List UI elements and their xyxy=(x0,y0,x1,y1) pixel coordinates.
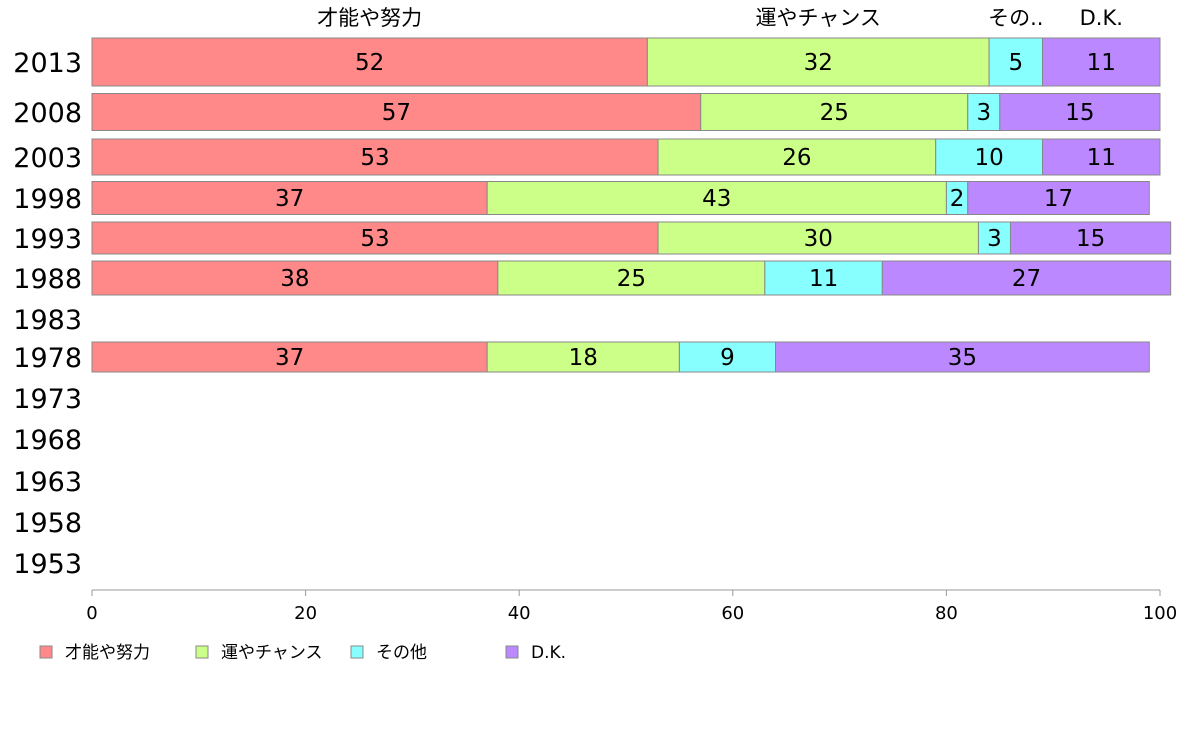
y-label-1988: 1988 xyxy=(13,264,82,295)
x-tick-label-40: 40 xyxy=(508,603,531,624)
legend-label-3: D.K. xyxy=(531,643,566,663)
bar-2008-s0 xyxy=(91,93,702,131)
bar-1978-s2 xyxy=(678,341,777,373)
bar-2003-s1 xyxy=(657,138,937,176)
y-label-1953: 1953 xyxy=(13,549,82,580)
y-label-2013: 2013 xyxy=(13,48,82,79)
bar-1998-s1 xyxy=(486,181,947,215)
bar-2003-s0 xyxy=(91,138,659,176)
bar-1993-s2 xyxy=(977,221,1011,255)
y-axis-labels: 2013 2008 2003 1998 1993 1988 1983 1978 1973 1968… xyxy=(13,48,82,580)
legend-label-2: その他 xyxy=(376,643,427,663)
bar-2008-s2 xyxy=(967,93,1001,131)
y-label-1998: 1998 xyxy=(13,184,82,215)
bar-2003-s3 xyxy=(1042,138,1161,176)
bar-value-label: 2 xyxy=(950,186,965,212)
legend-swatch-1 xyxy=(195,645,209,659)
top-label-0: 才能や努力 xyxy=(317,6,422,30)
bar-1978-s3 xyxy=(775,341,1150,373)
bar-value-label: 9 xyxy=(720,345,735,371)
bar-1998-s3 xyxy=(967,181,1150,215)
bar-value-label: 30 xyxy=(804,226,833,252)
bar-value-label: 11 xyxy=(1087,145,1116,171)
bar-value-label: 11 xyxy=(809,266,838,292)
x-tick-label-100: 100 xyxy=(1143,603,1177,624)
bar-1988-s0 xyxy=(91,260,499,296)
bars: 52 32 5 11 57 25 3 15 53 26 10 11 37 43 2 17 53 30 3 15 38 25… xyxy=(91,37,1172,373)
bar-value-label: 15 xyxy=(1065,100,1094,126)
y-label-1993: 1993 xyxy=(13,224,82,255)
y-label-1978: 1978 xyxy=(13,343,82,374)
bar-value-label: 27 xyxy=(1012,266,1041,292)
bar-1978-s1 xyxy=(486,341,680,373)
bar-value-label: 26 xyxy=(782,145,811,171)
y-label-1958: 1958 xyxy=(13,508,82,539)
bar-1993-s1 xyxy=(657,221,979,255)
bar-value-label: 3 xyxy=(987,226,1002,252)
y-label-2003: 2003 xyxy=(13,143,82,174)
bar-value-label: 32 xyxy=(804,50,833,76)
bar-value-label: 38 xyxy=(280,266,309,292)
bar-1988-s1 xyxy=(497,260,766,296)
bar-value-label: 10 xyxy=(974,145,1003,171)
bar-value-label: 15 xyxy=(1076,226,1105,252)
y-label-1983: 1983 xyxy=(13,305,82,336)
x-tick-label-60: 60 xyxy=(721,603,744,624)
legend-swatch-0 xyxy=(39,645,53,659)
legend-label-0: 才能や努力 xyxy=(65,643,150,663)
top-label-3: D.K. xyxy=(1080,6,1123,30)
bar-value-label: 37 xyxy=(275,186,304,212)
bar-1988-s2 xyxy=(764,260,883,296)
y-label-1968: 1968 xyxy=(13,425,82,456)
bar-2013-s2 xyxy=(988,37,1044,87)
bar-value-label: 3 xyxy=(976,100,991,126)
x-tick-label-0: 0 xyxy=(86,603,97,624)
top-label-2: その.. xyxy=(988,6,1043,30)
bar-1993-s0 xyxy=(91,221,659,255)
bar-1978-s0 xyxy=(91,341,488,373)
bar-2013-s1 xyxy=(646,37,990,87)
bar-value-label: 43 xyxy=(702,186,731,212)
bar-value-label: 53 xyxy=(360,226,389,252)
y-label-1973: 1973 xyxy=(13,384,82,415)
bar-value-label: 17 xyxy=(1044,186,1073,212)
bar-value-label: 25 xyxy=(617,266,646,292)
legend: 才能や努力 運やチャンス その他 D.K. xyxy=(39,643,566,663)
bar-value-label: 37 xyxy=(275,345,304,371)
legend-label-1: 運やチャンス xyxy=(221,643,323,663)
bar-2013-s0 xyxy=(91,37,648,87)
bar-value-label: 52 xyxy=(355,50,384,76)
bar-1998-s0 xyxy=(91,181,488,215)
x-tick-label-80: 80 xyxy=(935,603,958,624)
bar-1993-s3 xyxy=(1009,221,1172,255)
bar-2008-s3 xyxy=(999,93,1161,131)
x-tick-label-20: 20 xyxy=(294,603,317,624)
bar-2013-s3 xyxy=(1042,37,1161,87)
bar-2008-s1 xyxy=(700,93,969,131)
y-label-1963: 1963 xyxy=(13,467,82,498)
top-label-1: 運やチャンス xyxy=(756,6,881,30)
bar-value-label: 57 xyxy=(382,100,411,126)
bar-value-label: 35 xyxy=(948,345,977,371)
legend-swatch-2 xyxy=(350,645,364,659)
bar-1988-s3 xyxy=(881,260,1172,296)
bar-value-label: 53 xyxy=(360,145,389,171)
bar-value-label: 5 xyxy=(1008,50,1023,76)
bar-value-label: 18 xyxy=(569,345,598,371)
x-axis: 0 20 40 60 80 100 xyxy=(86,589,1177,624)
bar-value-label: 11 xyxy=(1087,50,1116,76)
y-label-2008: 2008 xyxy=(13,98,82,129)
legend-swatch-3 xyxy=(505,645,519,659)
top-labels: 才能や努力 運やチャンス その.. D.K. xyxy=(317,6,1123,30)
bar-value-label: 25 xyxy=(820,100,849,126)
